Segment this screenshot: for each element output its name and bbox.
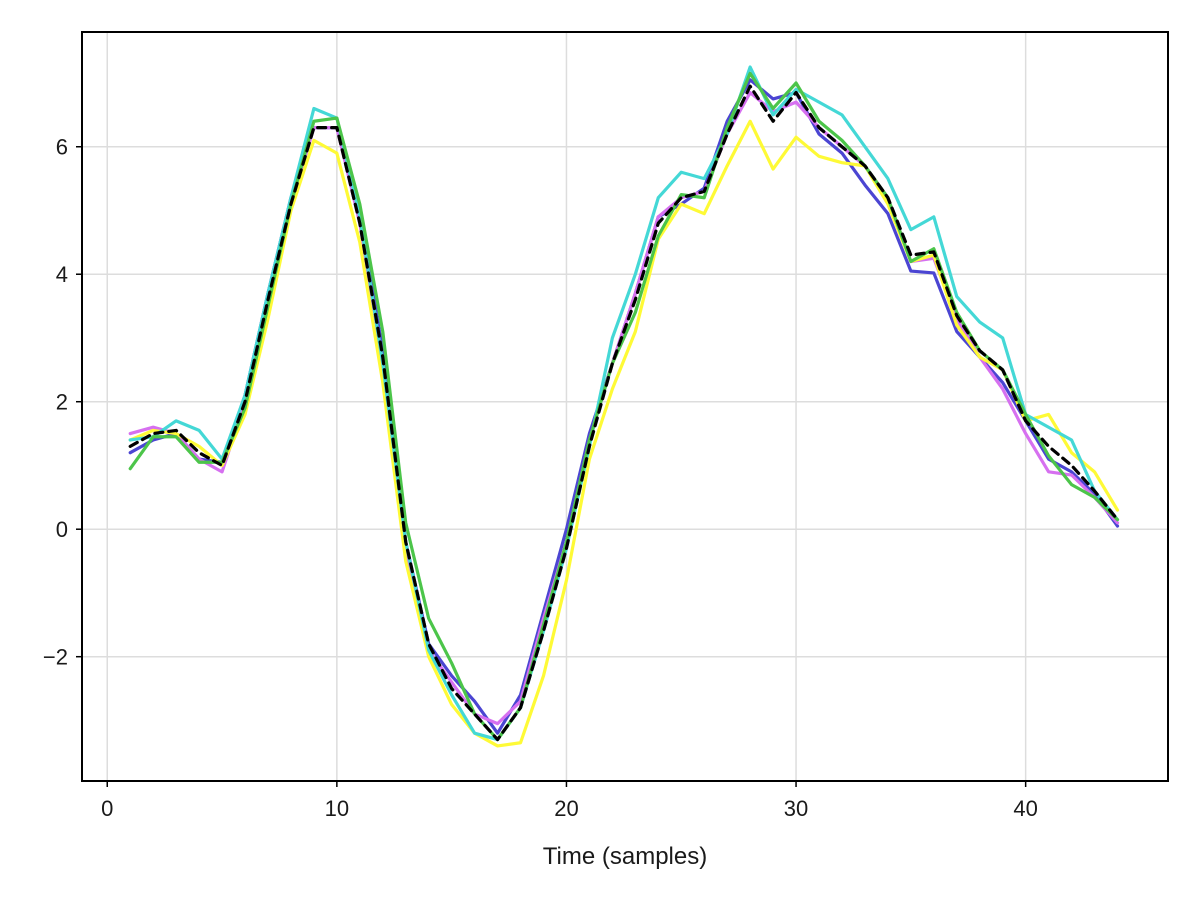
y-tick-label: 6 (56, 135, 68, 160)
series-line-1 (128, 78, 1120, 735)
x-axis: 0 10 20 30 40 (101, 781, 1038, 821)
series-line-mean-dashed (128, 84, 1120, 742)
y-tick-label: 0 (56, 517, 68, 542)
plot-frame (81, 31, 1169, 782)
series-line-2 (128, 90, 1120, 726)
series-line-3 (128, 119, 1120, 748)
series-layer (128, 65, 1120, 748)
y-tick-label: 2 (56, 390, 68, 415)
x-axis-title: Time (samples) (543, 843, 707, 870)
y-tick-label: −2 (43, 645, 68, 670)
y-tick-label: 4 (56, 262, 68, 287)
x-tick-label: 0 (101, 796, 113, 821)
x-tick-label: 10 (325, 796, 349, 821)
y-axis: −2 0 2 4 6 (43, 135, 82, 670)
x-tick-label: 20 (554, 796, 578, 821)
x-tick-label: 40 (1013, 796, 1037, 821)
series-line-5 (128, 71, 1120, 742)
x-tick-label: 30 (784, 796, 808, 821)
series-line-4 (128, 65, 1120, 742)
